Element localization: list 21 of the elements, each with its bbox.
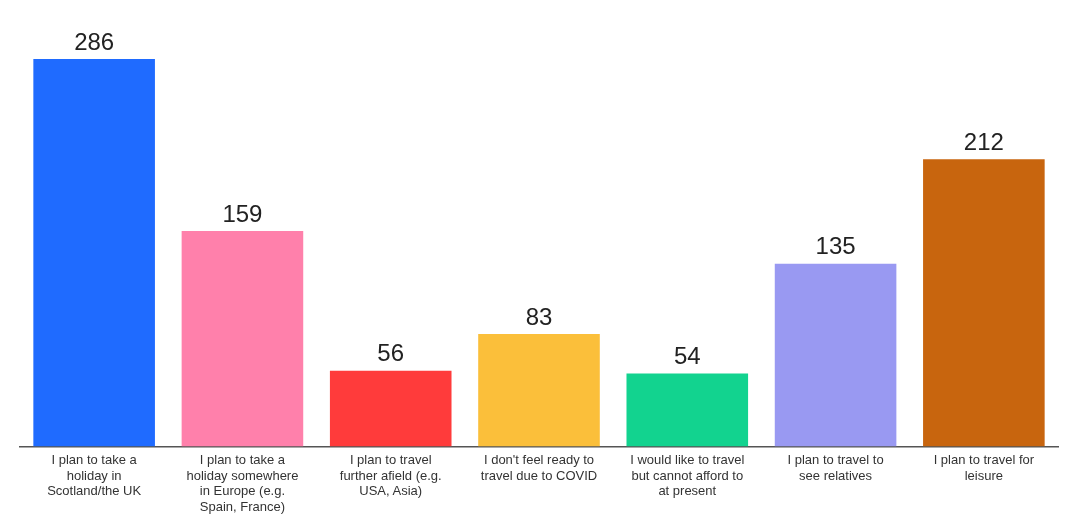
data-label: 212 xyxy=(963,127,1004,155)
bar xyxy=(774,263,897,447)
data-label: 83 xyxy=(525,302,553,330)
bar xyxy=(478,334,600,447)
bar xyxy=(33,58,155,447)
x-tick-label: I plan to take a holiday in Scotland/the UK xyxy=(47,451,142,499)
x-tick-label: I plan to travel for leisure xyxy=(933,451,1035,483)
x-tick-label: I would like to travel but cannot afford to at present xyxy=(630,451,745,499)
x-tick-label: I plan to travel to see relatives xyxy=(787,451,884,483)
x-tick-label: I plan to travel further afield (e.g. USA, Asia) xyxy=(339,451,442,499)
data-label: 135 xyxy=(815,232,856,260)
bar xyxy=(923,159,1045,447)
bar xyxy=(329,370,452,447)
bar xyxy=(181,231,304,447)
x-tick-label: I plan to take a holiday somewhere in Europe (e.g. Spain, France) xyxy=(186,451,299,514)
bar xyxy=(626,373,749,447)
data-label: 54 xyxy=(673,342,701,370)
data-label: 286 xyxy=(74,27,115,55)
data-label: 56 xyxy=(377,339,405,367)
data-label: 159 xyxy=(222,199,263,227)
x-tick-label: I don't feel ready to travel due to COVID xyxy=(480,451,598,483)
